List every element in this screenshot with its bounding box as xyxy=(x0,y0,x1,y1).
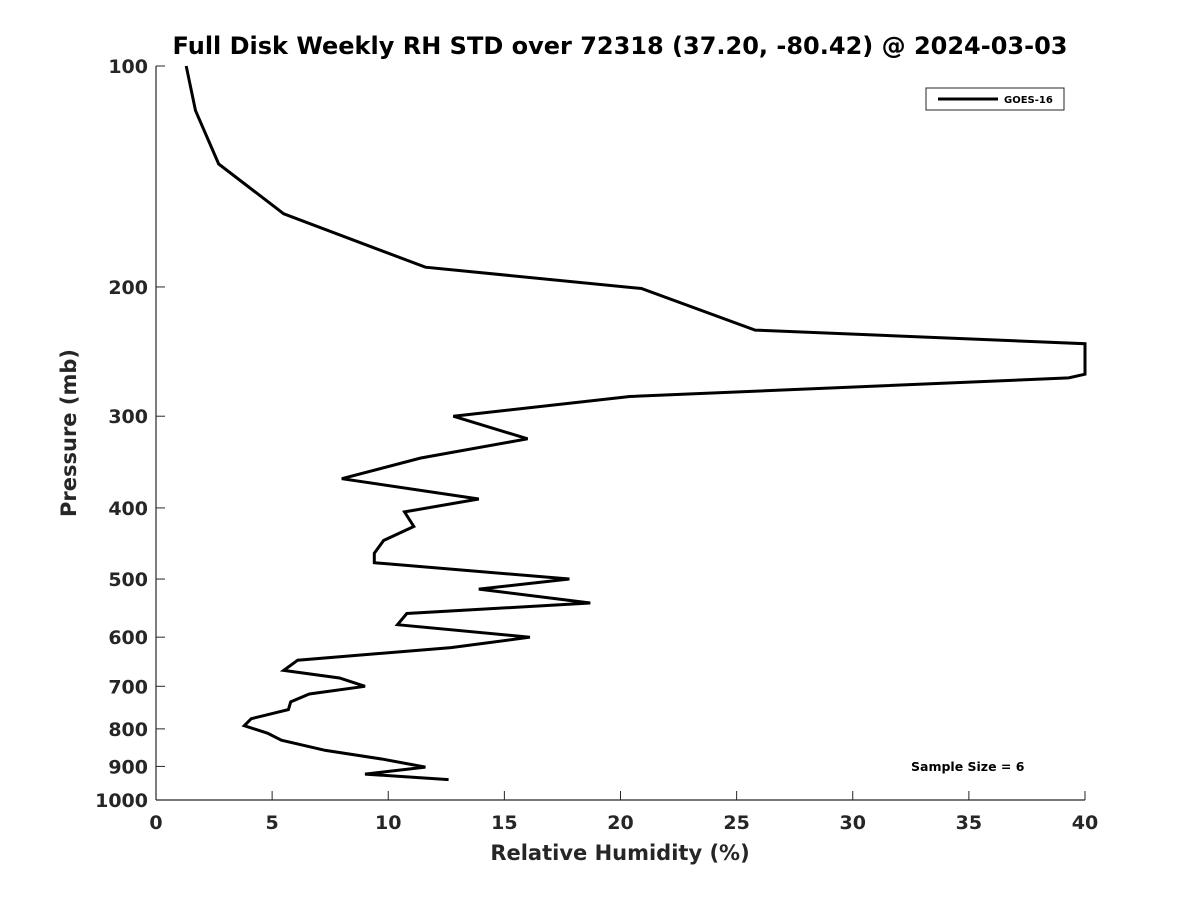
y-tick-label: 500 xyxy=(108,569,148,591)
y-tick-label: 1000 xyxy=(95,790,148,812)
y-tick-label: 900 xyxy=(108,756,148,778)
axes: 0 5 10 15 20 25 30 35 40 100 200 300 400 500 600 700 800… xyxy=(95,56,1098,834)
y-tick-label: 200 xyxy=(108,277,148,299)
legend-label-goes-16: GOES-16 xyxy=(1004,95,1053,106)
x-tick-label: 25 xyxy=(723,812,749,834)
chart-title: Full Disk Weekly RH STD over 72318 (37.2… xyxy=(173,32,1068,60)
x-tick-label: 20 xyxy=(607,812,633,834)
x-tick-label: 5 xyxy=(266,812,279,834)
x-tick-label: 35 xyxy=(956,812,982,834)
y-tick-label: 400 xyxy=(108,498,148,520)
x-axis-label: Relative Humidity (%) xyxy=(490,841,749,865)
y-axis-label: Pressure (mb) xyxy=(57,349,81,517)
x-tick-label: 40 xyxy=(1072,812,1098,834)
sample-size-annotation: Sample Size = 6 xyxy=(911,759,1025,774)
legend: GOES-16 xyxy=(925,87,1065,111)
x-tick-label: 10 xyxy=(375,812,401,834)
x-tick-label: 15 xyxy=(491,812,517,834)
y-tick-label: 800 xyxy=(108,719,148,741)
x-tick-label: 30 xyxy=(840,812,866,834)
x-tick-label: 0 xyxy=(149,812,162,834)
y-tick-label: 600 xyxy=(108,627,148,649)
series-group xyxy=(184,65,1087,782)
y-tick-label: 700 xyxy=(108,676,148,698)
y-tick-label: 100 xyxy=(108,56,148,78)
series-line-goes-16 xyxy=(184,65,1087,782)
y-tick-label: 300 xyxy=(108,406,148,428)
